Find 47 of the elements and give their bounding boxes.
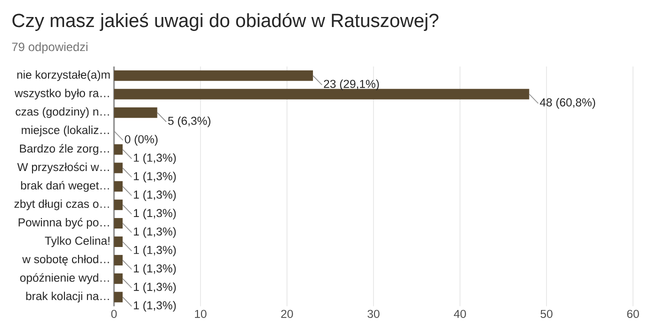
bar xyxy=(114,292,123,302)
data-label: 1 (1,3%) xyxy=(134,227,176,238)
y-tick-label: wszystko było ra… xyxy=(14,88,109,100)
data-label: 1 (1,3%) xyxy=(134,153,176,164)
x-tick-label: 50 xyxy=(540,310,552,318)
bar xyxy=(114,107,158,118)
data-label: 48 (60,8%) xyxy=(540,98,596,109)
chart-title: Czy masz jakieś uwagi do obiadów w Ratuszowej? xyxy=(12,13,438,31)
y-tick-label: w sobotę chłod… xyxy=(22,254,109,266)
x-tick-label: 10 xyxy=(194,310,206,318)
bar xyxy=(114,144,123,155)
data-label: 0 (0%) xyxy=(124,134,158,146)
y-tick-label: nie korzystałe(a)m xyxy=(17,70,110,82)
y-tick-label: Bardzo źle zorg… xyxy=(20,144,109,155)
data-label: 1 (1,3%) xyxy=(134,208,176,220)
y-tick-label: czas (godziny) n… xyxy=(16,107,109,118)
data-label: 23 (29,1%) xyxy=(324,80,379,90)
bar xyxy=(114,200,123,210)
bar xyxy=(114,273,123,284)
bar xyxy=(114,70,313,81)
x-tick-label: 40 xyxy=(454,310,466,318)
data-label: 5 (6,3%) xyxy=(168,116,210,128)
data-label: 1 (1,3%) xyxy=(134,172,176,183)
bar xyxy=(114,236,123,247)
data-label: 1 (1,3%) xyxy=(134,246,176,256)
y-tick-label: brak kolacji na… xyxy=(26,292,109,302)
y-tick-label: opóźnienie wyd… xyxy=(20,273,109,284)
bar xyxy=(114,254,123,266)
y-tick-label: Tylko Celina! xyxy=(44,236,110,248)
bar xyxy=(114,181,123,192)
data-label: 1 (1,3%) xyxy=(134,264,176,275)
y-tick-label: Powinna być po… xyxy=(18,218,109,229)
y-tick-label: W przyszłości w… xyxy=(17,162,109,174)
data-label: 1 (1,3%) xyxy=(134,282,176,294)
x-tick-label: 30 xyxy=(368,310,380,318)
x-tick-label: 20 xyxy=(281,310,293,318)
x-tick-label: 60 xyxy=(627,310,639,318)
y-tick-label: miejsce (lokaliz… xyxy=(22,126,109,136)
data-label: 1 (1,3%) xyxy=(134,300,176,312)
chart-subtitle: 79 odpowiedzi xyxy=(12,42,88,54)
bar xyxy=(114,218,123,229)
y-tick-label: brak dań weget… xyxy=(21,180,109,192)
y-tick-label: zbyt długi czas o… xyxy=(14,199,109,210)
bar xyxy=(114,88,530,100)
bar xyxy=(114,162,123,174)
x-tick-label: 0 xyxy=(111,310,117,318)
data-label: 1 (1,3%) xyxy=(134,190,176,201)
